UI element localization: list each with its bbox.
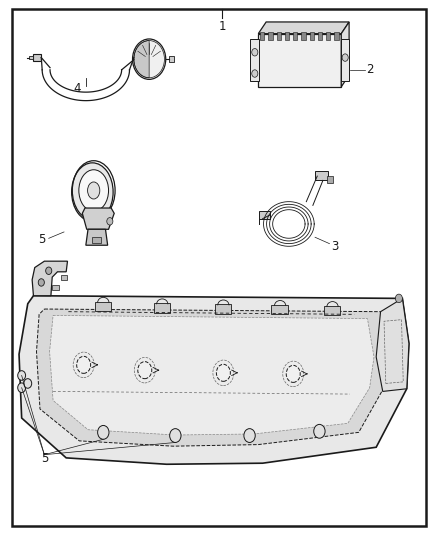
Bar: [285, 32, 289, 40]
Bar: [324, 306, 340, 316]
Bar: [251, 39, 259, 82]
Bar: [276, 32, 281, 40]
Circle shape: [216, 365, 230, 381]
Circle shape: [24, 378, 32, 388]
Polygon shape: [82, 208, 114, 229]
Text: 2: 2: [367, 63, 374, 76]
Bar: [310, 32, 314, 40]
Polygon shape: [32, 261, 67, 296]
Circle shape: [98, 425, 109, 439]
Ellipse shape: [88, 182, 100, 199]
Polygon shape: [49, 316, 374, 435]
Bar: [272, 305, 288, 314]
Text: 5: 5: [39, 233, 46, 246]
Circle shape: [107, 217, 113, 225]
Polygon shape: [19, 296, 409, 464]
Bar: [29, 56, 33, 59]
Circle shape: [244, 429, 255, 442]
Text: 4: 4: [73, 82, 81, 95]
Bar: [334, 32, 339, 40]
Circle shape: [342, 54, 348, 61]
Circle shape: [77, 357, 91, 373]
Bar: [301, 32, 306, 40]
Circle shape: [252, 70, 258, 77]
Polygon shape: [86, 229, 108, 245]
Text: 3: 3: [332, 240, 339, 253]
Wedge shape: [134, 41, 149, 78]
Bar: [260, 32, 265, 40]
Polygon shape: [341, 22, 349, 87]
Bar: [293, 32, 297, 40]
Bar: [60, 275, 67, 280]
Bar: [259, 211, 270, 219]
Circle shape: [314, 424, 325, 438]
Polygon shape: [258, 22, 349, 34]
Bar: [341, 39, 349, 82]
Bar: [52, 285, 59, 290]
Circle shape: [133, 39, 166, 79]
Bar: [215, 304, 231, 314]
Bar: [153, 303, 170, 313]
Bar: [326, 32, 330, 40]
Circle shape: [170, 429, 181, 442]
Circle shape: [18, 370, 25, 380]
Bar: [92, 237, 101, 243]
Bar: [318, 32, 322, 40]
Bar: [33, 54, 41, 61]
Circle shape: [252, 49, 258, 56]
Ellipse shape: [72, 163, 113, 221]
Circle shape: [396, 294, 403, 303]
Bar: [327, 176, 332, 182]
Circle shape: [46, 267, 52, 274]
Circle shape: [138, 362, 152, 378]
Polygon shape: [376, 298, 409, 391]
Text: 1: 1: [219, 20, 226, 34]
Bar: [315, 171, 328, 180]
Text: 5: 5: [41, 453, 48, 465]
Bar: [95, 302, 111, 311]
Ellipse shape: [79, 169, 109, 211]
Bar: [258, 34, 341, 87]
Bar: [169, 56, 173, 62]
Polygon shape: [36, 309, 387, 446]
Circle shape: [18, 383, 25, 392]
Circle shape: [286, 366, 300, 382]
Bar: [268, 32, 272, 40]
Circle shape: [38, 279, 44, 286]
